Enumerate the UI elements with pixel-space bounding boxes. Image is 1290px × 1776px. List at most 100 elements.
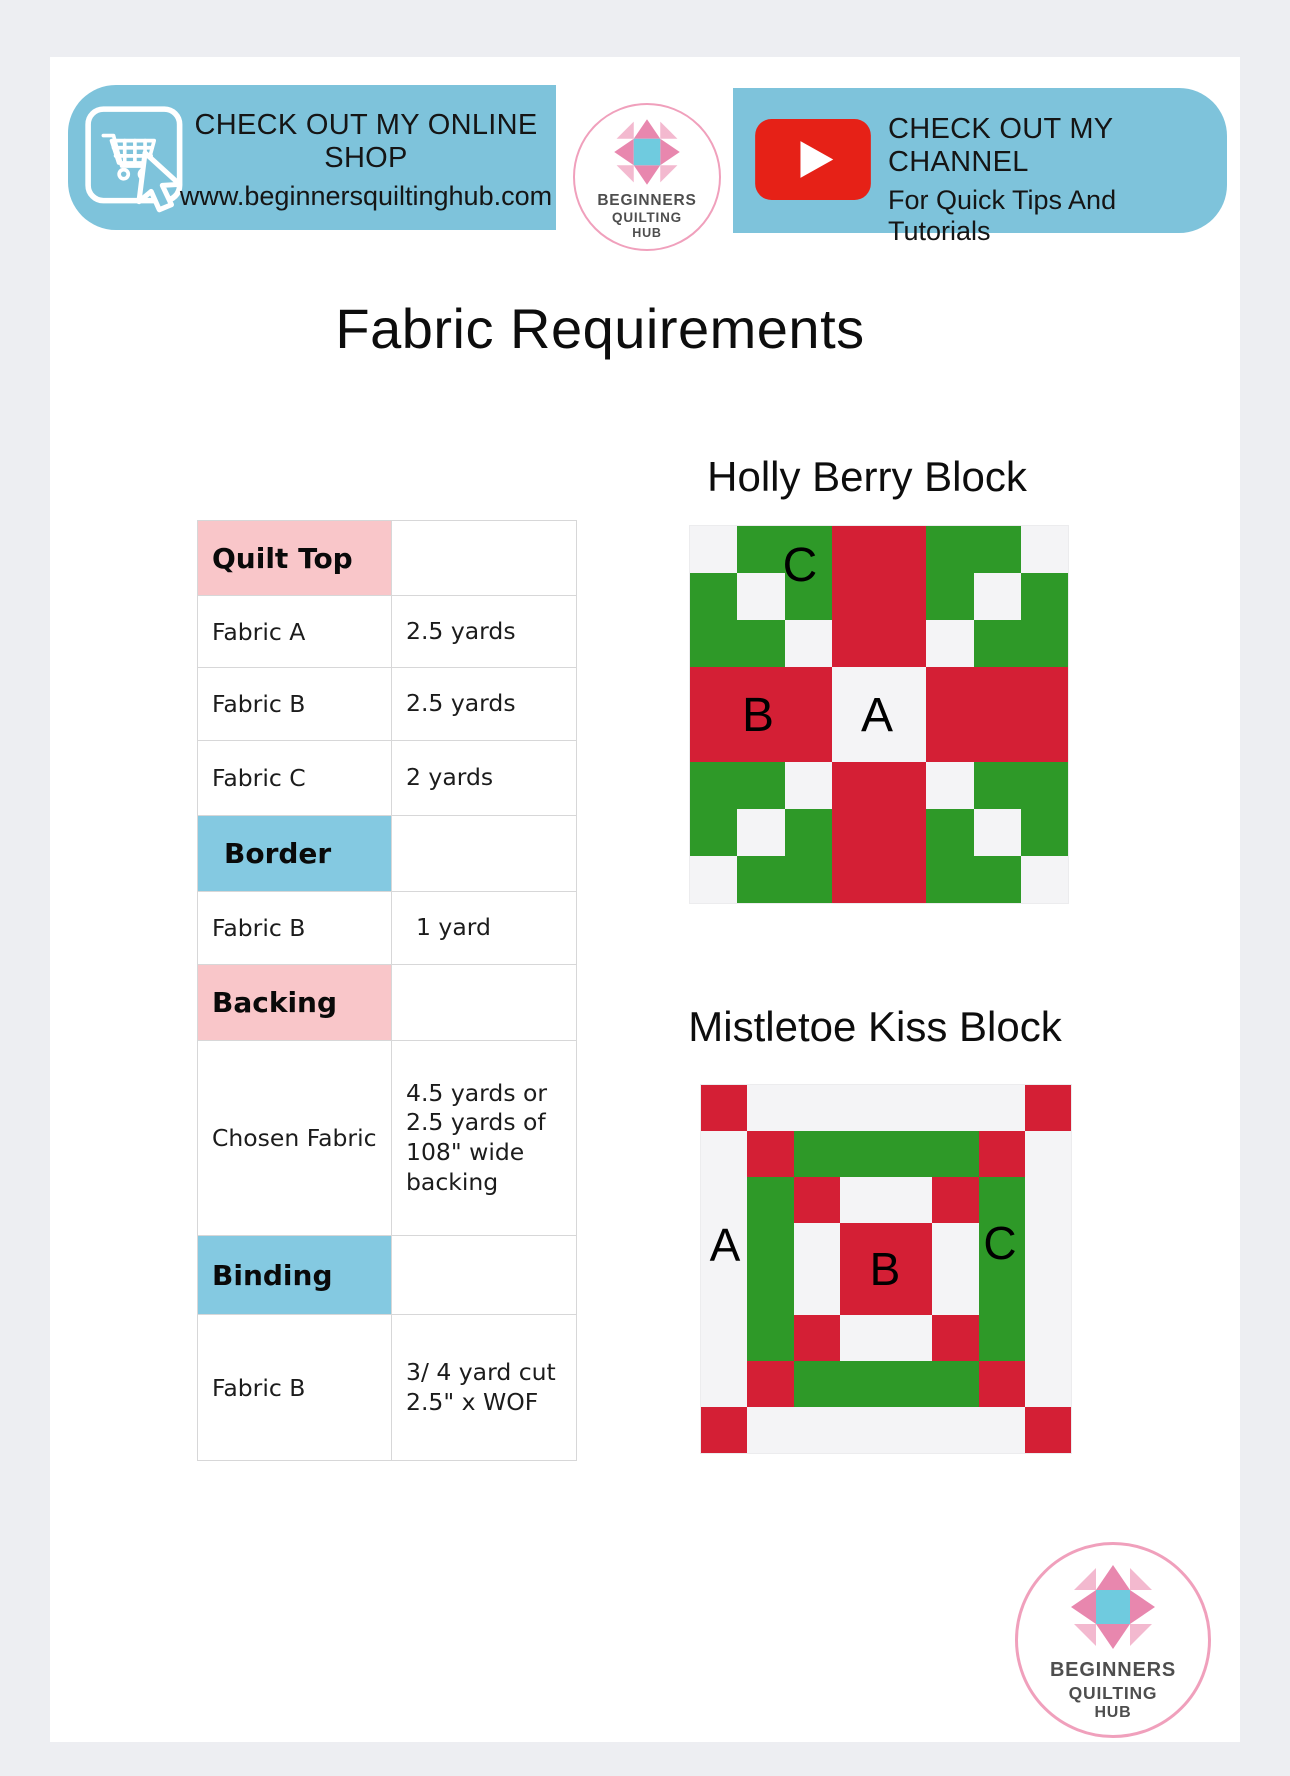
channel-banner[interactable]: CHECK OUT MY CHANNEL For Quick Tips And … xyxy=(733,88,1227,246)
quilt-cell xyxy=(1024,1361,1071,1407)
youtube-icon[interactable] xyxy=(755,119,871,200)
quilt-cell xyxy=(701,1315,748,1361)
quilt-cell xyxy=(784,667,832,715)
quilt-cell xyxy=(784,855,832,903)
quilt-cell xyxy=(701,1131,748,1177)
row-value: 4.5 yards or 2.5 yards of 108" wide back… xyxy=(392,1041,577,1236)
quilt-cell xyxy=(831,573,879,621)
quilt-cell xyxy=(831,526,879,574)
quilt-cell xyxy=(784,714,832,762)
row-value: 2.5 yards xyxy=(392,668,577,741)
quilt-cell xyxy=(886,1361,933,1407)
table-data-row: Fabric B 2.5 yards xyxy=(198,668,577,741)
quilt-cell xyxy=(926,573,974,621)
quilt-cell xyxy=(879,808,927,856)
quilt-cell xyxy=(973,526,1021,574)
row-value: 1 yard xyxy=(392,892,577,965)
row-label: Chosen Fabric xyxy=(198,1041,392,1236)
row-label: Fabric B xyxy=(198,668,392,741)
quilt-cell xyxy=(737,808,785,856)
brand-logo-top: BEGINNERS QUILTING HUB xyxy=(573,103,721,251)
row-label: Fabric C xyxy=(198,741,392,816)
quilt-cell xyxy=(737,761,785,809)
quilt-cell xyxy=(690,573,738,621)
quilt-cell xyxy=(932,1361,979,1407)
row-label: Binding xyxy=(198,1236,392,1315)
quilt-label: B xyxy=(869,1243,901,1295)
quilt-cell xyxy=(839,1361,886,1407)
logo-word-hub: HUB xyxy=(1094,1703,1132,1721)
quilt-cell xyxy=(839,1315,886,1361)
quilt-cell xyxy=(793,1361,840,1407)
table-section-row: Border xyxy=(198,816,577,892)
logo-word-beginners: BEGINNERS xyxy=(1049,1659,1177,1682)
quilt-cell xyxy=(926,667,974,715)
quilt-cell xyxy=(793,1131,840,1177)
row-label: Fabric B xyxy=(198,892,392,965)
quilt-label: A xyxy=(709,1219,741,1271)
table-section-row: Backing xyxy=(198,965,577,1041)
shop-banner-url[interactable]: www.beginnersquiltinghub.com xyxy=(179,181,553,211)
quilt-cell xyxy=(784,808,832,856)
logo-word-quilting: QUILTING xyxy=(612,210,682,226)
shop-banner[interactable]: CHECK OUT MY ONLINE SHOP www.beginnersqu… xyxy=(68,85,556,230)
quilt-cell xyxy=(932,1177,979,1223)
quilt-cell xyxy=(793,1223,840,1269)
quilt-cell xyxy=(879,667,927,715)
quilt-cell xyxy=(1024,1177,1071,1223)
quilt-cell xyxy=(1020,573,1068,621)
quilt-cell xyxy=(831,714,879,762)
quilt-cell xyxy=(932,1131,979,1177)
quilt-cell xyxy=(1020,855,1068,903)
row-value: 3/ 4 yard cut 2.5" x WOF xyxy=(392,1315,577,1461)
quilt-cell xyxy=(747,1085,794,1131)
quilt-cell xyxy=(879,573,927,621)
quilt-label: C xyxy=(983,1217,1017,1269)
quilt-cell xyxy=(973,761,1021,809)
quilt-cell xyxy=(690,620,738,668)
quilt-cell xyxy=(886,1223,933,1269)
quilt-cell xyxy=(1020,667,1068,715)
quilt-cell xyxy=(978,1085,1025,1131)
quilt-cell xyxy=(978,1223,1025,1269)
quilt-cell xyxy=(978,1131,1025,1177)
quilt-label: B xyxy=(741,689,775,742)
shop-banner-title: CHECK OUT MY ONLINE SHOP xyxy=(194,109,538,174)
quilt-cell xyxy=(973,620,1021,668)
quilt-cell xyxy=(831,620,879,668)
quilt-cell xyxy=(690,761,738,809)
page-title: Fabric Requirements xyxy=(335,297,865,360)
table-data-row: Fabric A 2.5 yards xyxy=(198,596,577,668)
quilt-cell xyxy=(784,620,832,668)
fabric-table: Quilt Top Fabric A 2.5 yards Fabric B 2.5 ya… xyxy=(197,520,577,1461)
quilt-label: A xyxy=(860,689,894,742)
quilt-cell xyxy=(886,1085,933,1131)
shop-banner-text: CHECK OUT MY ONLINE SHOP www.beginnersqu… xyxy=(176,109,556,212)
channel-banner-subtitle: For Quick Tips And Tutorials xyxy=(888,185,1117,246)
table-data-row: Chosen Fabric 4.5 yards or 2.5 yards of 1… xyxy=(198,1041,577,1236)
row-value xyxy=(392,816,577,892)
mistletoe-block-title: Mistletoe Kiss Block xyxy=(688,1003,1062,1050)
quilt-cell xyxy=(701,1269,748,1315)
quilt-cell xyxy=(690,667,738,715)
logo-word-beginners: BEGINNERS xyxy=(597,192,697,210)
quilt-cell xyxy=(839,1407,886,1453)
quilt-cell xyxy=(737,855,785,903)
quilt-cell xyxy=(1024,1407,1071,1453)
mistletoe-kiss-block: A B C xyxy=(700,1084,1072,1454)
quilt-cell xyxy=(886,1269,933,1315)
quilt-cell xyxy=(831,667,879,715)
quilt-cell xyxy=(926,714,974,762)
row-label: Border xyxy=(198,816,392,892)
row-value: 2.5 yards xyxy=(392,596,577,668)
quilt-cell xyxy=(701,1407,748,1453)
quilt-cell xyxy=(926,526,974,574)
quilt-cell xyxy=(1024,1131,1071,1177)
quilt-cell xyxy=(926,808,974,856)
quilt-cell xyxy=(1020,620,1068,668)
logo-word-quilting: QUILTING xyxy=(1068,1683,1158,1704)
holly-grid xyxy=(690,526,1068,903)
quilt-cell xyxy=(747,1177,794,1223)
quilt-cell xyxy=(737,667,785,715)
